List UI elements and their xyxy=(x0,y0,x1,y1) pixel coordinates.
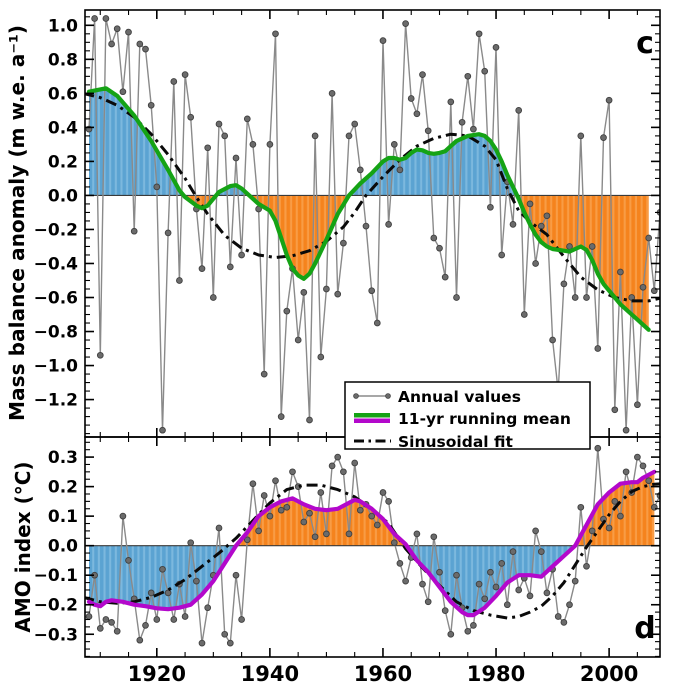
svg-text:0.0: 0.0 xyxy=(48,186,78,206)
axis-ticks xyxy=(85,10,660,437)
annual-values-series xyxy=(85,444,660,647)
y-tick-labels: 0.3 0.2 0.1 0.0 −0.1 −0.2 −0.3 xyxy=(34,448,79,645)
svg-text:0.3: 0.3 xyxy=(48,448,78,468)
svg-text:0.2: 0.2 xyxy=(48,152,78,172)
svg-text:−0.4: −0.4 xyxy=(34,254,79,274)
svg-text:−1.2: −1.2 xyxy=(34,391,78,411)
svg-text:−1.0: −1.0 xyxy=(34,357,79,377)
svg-text:0.8: 0.8 xyxy=(48,50,78,70)
svg-text:1980: 1980 xyxy=(467,662,525,686)
legend-annual-label: Annual values xyxy=(398,388,521,406)
panel-d-letter: d xyxy=(634,611,655,646)
panel-c-ylabel: Mass balance anomaly (m w.e. a⁻¹) xyxy=(5,25,29,421)
positive-anomaly-fill xyxy=(236,471,655,546)
svg-text:0.4: 0.4 xyxy=(48,118,78,138)
running-mean-line xyxy=(86,469,657,618)
sinusoidal-fit-line xyxy=(85,92,660,303)
svg-text:1920: 1920 xyxy=(128,662,186,686)
y-tick-labels: 1.0 0.8 0.6 0.4 0.2 0.0 −0.2 −0.4 −0.6 −0.8 −1.0 −1… xyxy=(34,16,79,410)
chart-generated-content: 1.0 0.8 0.6 0.4 0.2 0.0 −0.2 −0.4 −0.6 −0.8 −1.0 −1… xyxy=(34,9,661,686)
x-tick-labels: 1920 1940 1960 1980 2000 xyxy=(128,662,639,686)
legend: Annual values 11-yr running mean Sinusoi… xyxy=(344,381,591,451)
svg-text:1960: 1960 xyxy=(354,662,412,686)
svg-text:−0.2: −0.2 xyxy=(34,596,78,616)
svg-text:1.0: 1.0 xyxy=(48,16,78,36)
panel-c-letter: c xyxy=(636,26,654,61)
panel-c-plot: 1.0 0.8 0.6 0.4 0.2 0.0 −0.2 −0.4 −0.6 −0.8 −1.0 −1… xyxy=(34,9,661,438)
svg-text:−0.6: −0.6 xyxy=(34,289,78,309)
legend-running-mean-label: 11-yr running mean xyxy=(398,410,571,428)
panel-d-plot: 0.3 0.2 0.1 0.0 −0.1 −0.2 −0.3 1920 1940 1960 1980… xyxy=(34,436,661,686)
svg-text:0.6: 0.6 xyxy=(48,84,78,104)
legend-annual-swatch xyxy=(353,393,391,399)
svg-text:−0.1: −0.1 xyxy=(34,566,78,586)
svg-text:0.2: 0.2 xyxy=(48,478,78,498)
svg-text:−0.3: −0.3 xyxy=(34,625,78,645)
svg-text:2000: 2000 xyxy=(580,662,638,686)
running-mean-line xyxy=(86,86,651,332)
panel-d-ylabel: AMO index (°C) xyxy=(11,461,35,632)
svg-text:0.1: 0.1 xyxy=(48,507,78,527)
svg-text:−0.2: −0.2 xyxy=(34,220,78,240)
svg-text:1940: 1940 xyxy=(241,662,299,686)
svg-text:−0.8: −0.8 xyxy=(34,323,78,343)
legend-sinusoidal-label: Sinusoidal fit xyxy=(398,433,513,451)
negative-anomaly-fill xyxy=(183,195,649,330)
negative-anomaly-fill xyxy=(89,545,655,616)
legend-running-mean-swatch xyxy=(354,413,390,423)
svg-text:0.0: 0.0 xyxy=(48,537,78,557)
positive-anomaly-fill xyxy=(89,88,649,196)
